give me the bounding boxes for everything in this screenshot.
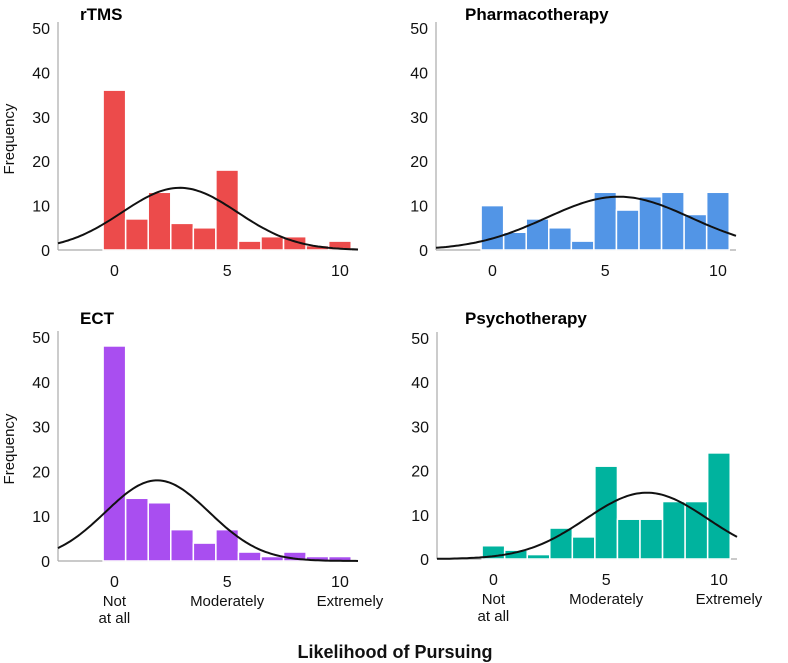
normal-fit-curve [437, 491, 738, 560]
y-axis-label: Frequency [1, 103, 18, 174]
x-tick-label: 10 [709, 263, 727, 280]
y-axis-label: Frequency [1, 413, 18, 484]
shared-x-axis-label: Likelihood of Pursuing [298, 642, 493, 662]
anchor-label: Moderately [190, 593, 265, 610]
histogram-bar [549, 527, 574, 560]
x-tick-label: 5 [223, 574, 232, 591]
histogram-bar [260, 235, 285, 251]
histogram-bar [215, 169, 240, 251]
panel-rtms: rTMS 0 10 20 30 40 50 Frequency 0 5 10 [1, 5, 359, 280]
panel-title: ECT [80, 309, 115, 328]
histogram-bar [526, 553, 551, 560]
histogram-bar [525, 218, 550, 251]
histogram-bar [147, 191, 172, 251]
y-tick-label: 50 [32, 330, 50, 347]
histogram-bar [170, 222, 195, 251]
histogram-bar [594, 465, 619, 560]
histogram-bar [661, 500, 686, 560]
y-tick-label: 0 [420, 552, 429, 569]
y-tick-label: 20 [410, 154, 428, 171]
histogram-bar [705, 191, 730, 251]
normal-fit-curve [57, 186, 359, 251]
histogram-bar [480, 204, 505, 251]
histogram-bar [616, 518, 641, 560]
anchor-label: Moderately [569, 591, 644, 608]
panel-title: Pharmacotherapy [465, 5, 609, 24]
y-tick-label: 0 [41, 554, 50, 571]
histogram-bar [615, 209, 640, 251]
y-tick-label: 40 [32, 65, 50, 82]
x-tick-label: 0 [110, 574, 119, 591]
y-tick-label: 10 [32, 199, 50, 216]
y-tick-label: 10 [411, 508, 429, 525]
histogram-bar [684, 500, 709, 560]
x-tick-label: 5 [601, 263, 610, 280]
histogram-bar [192, 227, 217, 251]
y-tick-label: 10 [32, 509, 50, 526]
histogram-bar [706, 452, 731, 560]
histogram-bar [570, 240, 595, 251]
histogram-bar [593, 191, 618, 251]
histogram-bar [548, 227, 573, 251]
histogram-bar [660, 191, 685, 251]
y-tick-label: 40 [411, 375, 429, 392]
histogram-bar [639, 518, 664, 560]
y-tick-label: 30 [411, 419, 429, 436]
y-tick-label: 30 [410, 110, 428, 127]
y-tick-label: 40 [32, 375, 50, 392]
histogram-bar [102, 89, 127, 251]
histogram-bar [124, 218, 149, 251]
panel-title: rTMS [80, 5, 123, 24]
histogram-bar [237, 240, 262, 251]
histogram-bar [192, 542, 217, 562]
y-tick-label: 30 [32, 110, 50, 127]
x-tick-label: 10 [710, 572, 728, 589]
x-tick-label: 5 [223, 263, 232, 280]
anchor-label: Extremely [317, 593, 384, 610]
normal-fit-curve [435, 195, 737, 249]
histogram-bar [147, 502, 172, 562]
panel-psychotherapy: Psychotherapy 0 10 20 30 40 50 0 5 10 Not at all Mod… [411, 309, 763, 625]
x-tick-label: 5 [602, 572, 611, 589]
x-tick-label: 10 [331, 574, 349, 591]
histogram-bar [260, 555, 285, 562]
y-tick-label: 40 [410, 65, 428, 82]
histogram-bar [571, 536, 596, 560]
histogram-bar [170, 528, 195, 562]
y-tick-label: 50 [32, 21, 50, 38]
y-tick-label: 20 [32, 154, 50, 171]
y-tick-label: 0 [419, 243, 428, 260]
y-tick-label: 10 [410, 199, 428, 216]
histogram-bar [327, 240, 352, 251]
y-tick-label: 20 [32, 464, 50, 481]
anchor-label: Extremely [696, 591, 763, 608]
x-tick-label: 0 [110, 263, 119, 280]
panel-ect: ECT 0 10 20 30 40 50 Frequency 0 5 10 Not at all Mode… [1, 309, 384, 627]
panel-pharmacotherapy: Pharmacotherapy 0 10 20 30 40 50 0 5 10 [410, 5, 737, 280]
y-tick-label: 20 [411, 464, 429, 481]
anchor-label: Not at all [478, 591, 510, 625]
normal-fit-curve [57, 479, 359, 562]
y-tick-label: 0 [41, 243, 50, 260]
y-tick-label: 50 [410, 21, 428, 38]
histogram-bar [124, 497, 149, 562]
y-tick-label: 30 [32, 420, 50, 437]
y-tick-label: 50 [411, 331, 429, 348]
x-tick-label: 0 [489, 572, 498, 589]
anchor-label: Not at all [99, 593, 131, 627]
panel-title: Psychotherapy [465, 309, 587, 328]
histogram-bar [237, 551, 262, 562]
x-tick-label: 0 [488, 263, 497, 280]
x-tick-label: 10 [331, 263, 349, 280]
histogram-bar [102, 345, 127, 562]
